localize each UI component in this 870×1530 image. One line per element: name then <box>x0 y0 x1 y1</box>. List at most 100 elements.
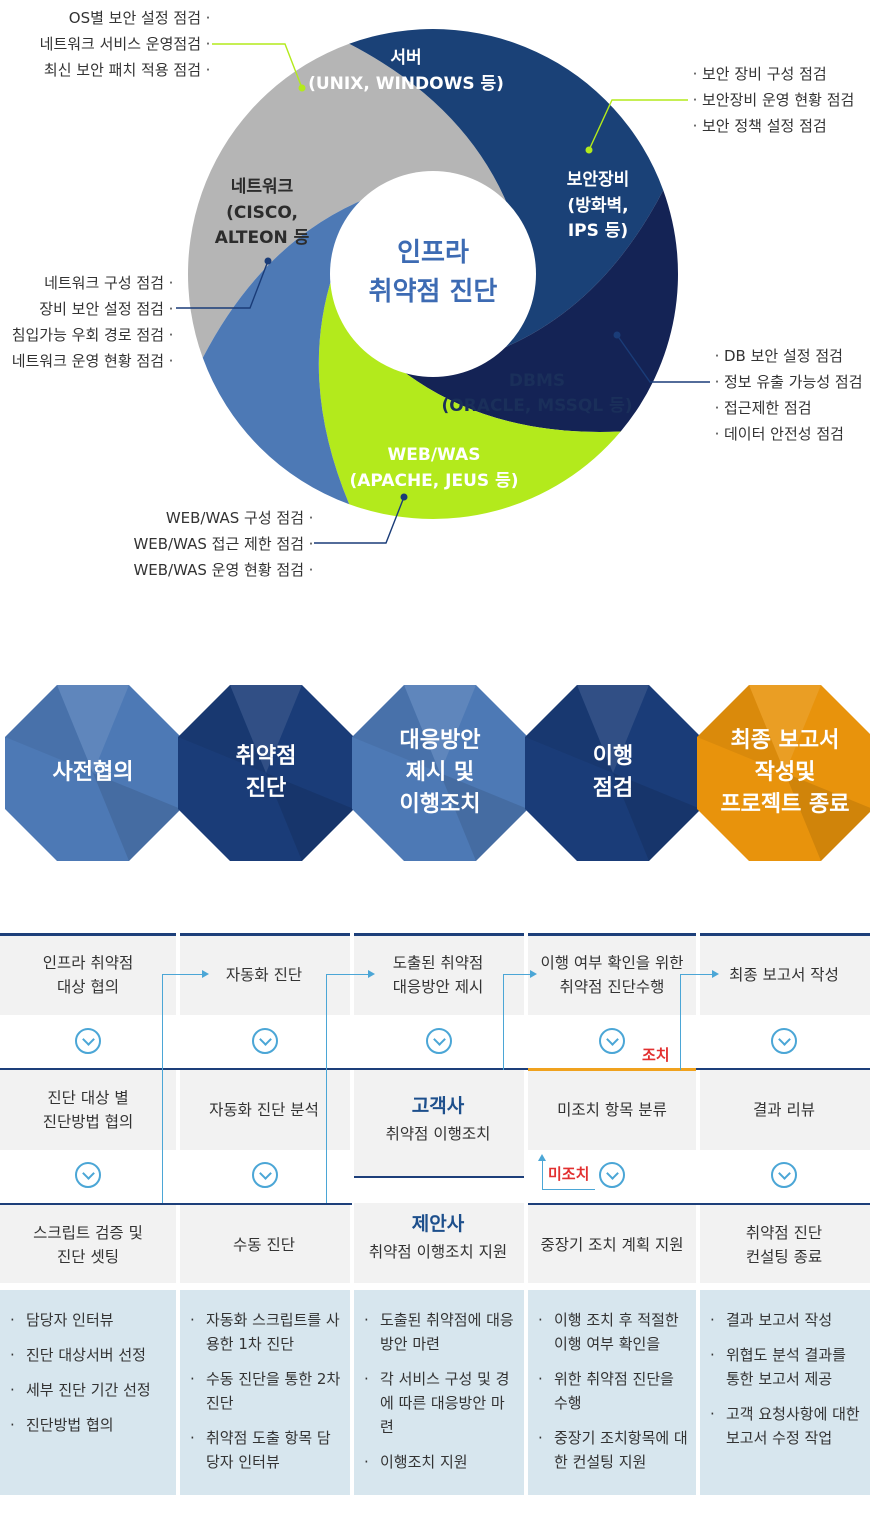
stage-label: 사전협의 <box>52 760 134 785</box>
detail-item: 이행 조치 후 적절한 이행 여부 확인을 <box>538 1308 688 1356</box>
arrow-up-icon <box>538 1154 546 1161</box>
segment-label-server: 서버 <box>390 48 421 68</box>
callout-item: · 정보 유출 가능성 점검 <box>714 373 863 391</box>
detail-item: 진단방법 협의 <box>10 1413 168 1437</box>
step-c4-r2: 미조치 항목 분류 <box>557 1101 667 1119</box>
step-c5-r2: 결과 리뷰 <box>753 1101 815 1119</box>
arrow-right-icon <box>202 970 209 978</box>
detail-item: 결과 보고서 작성 <box>710 1308 862 1332</box>
detail-box-c1: 담당자 인터뷰진단 대상서버 선정세부 진단 기간 선정진단방법 협의 <box>0 1290 176 1495</box>
donut-segment-dbms <box>318 274 621 519</box>
callout-security: · 보안 장비 구성 점검 · 보안장비 운영 현황 점검 · 보안 정책 설정 점검 <box>688 61 855 139</box>
chevron-down-icon <box>252 1028 278 1054</box>
connector-server <box>212 43 303 89</box>
callout-item: · 보안 정책 설정 점검 <box>692 117 827 135</box>
step-c5-r1: 최종 보고서 작성 <box>729 966 839 984</box>
connector-web <box>314 496 405 544</box>
no-action-label: 미조치 <box>548 1165 590 1183</box>
callout-item: · 접근제한 점검 <box>714 399 812 417</box>
detail-box-c5: 결과 보고서 작성위협도 분석 결과를 통한 보고서 제공고객 요청사항에 대한… <box>700 1290 870 1495</box>
callout-item: WEB/WAS 접근 제한 점검 · <box>133 535 314 553</box>
chevron-down-icon <box>599 1028 625 1054</box>
segment-label-web-sub: (APACHE, JEUS 등) <box>350 471 519 491</box>
stage-3: 대응방안 제시 및 이행조치 <box>352 685 528 861</box>
step-c1-r2: 진단 대상 별 진단방법 협의 <box>42 1089 134 1131</box>
callout-item: 최신 보안 패치 적용 점검 · <box>43 61 211 79</box>
segment-label-server-sub: (UNIX, WINDOWS 등) <box>308 74 504 94</box>
detail-item: 위한 취약점 진단을 수행 <box>538 1367 688 1415</box>
chevron-down-icon <box>75 1162 101 1188</box>
chevron-down-icon <box>75 1028 101 1054</box>
donut-center-line1: 인프라 <box>397 238 469 268</box>
detail-item: 자동화 스크립트를 사용한 1차 진단 <box>190 1308 342 1356</box>
step-c2-r2: 자동화 진단 분석 <box>209 1101 319 1119</box>
segment-label-security: 보안장비 <box>567 170 630 190</box>
segment-label-web: WEB/WAS <box>388 445 481 465</box>
segment-label-network-sub2: ALTEON 등 <box>215 228 310 248</box>
step-c5-r3: 취약점 진단 컨설팅 종료 <box>745 1224 823 1266</box>
proposer-subtitle: 취약점 이행조치 지원 <box>368 1242 508 1261</box>
detail-box-c3: 도출된 취약점에 대응방안 마련각 서비스 구성 및 경에 따른 대응방안 마련… <box>354 1290 524 1495</box>
segment-label-security-sub2: IPS 등) <box>568 221 628 241</box>
arrow-right-icon <box>712 970 719 978</box>
client-title: 고객사 <box>411 1095 465 1117</box>
detail-box-c2: 자동화 스크립트를 사용한 1차 진단수동 진단을 통한 2차 진단취약점 도출… <box>180 1290 350 1495</box>
callout-item: OS별 보안 설정 점검 · <box>68 9 211 27</box>
donut-segment-network <box>188 43 510 358</box>
step-c2-r1: 자동화 진단 <box>225 966 303 984</box>
detail-item: 세부 진단 기간 선정 <box>10 1378 168 1402</box>
detail-item: 고객 요청사항에 대한 보고서 수정 작업 <box>710 1402 862 1450</box>
callout-server: OS별 보안 설정 점검 · 네트워크 서비스 운영점검 · 최신 보안 패치 적용… <box>40 5 215 83</box>
detail-item: 도출된 취약점에 대응방안 마련 <box>364 1308 516 1356</box>
callout-item: 네트워크 서비스 운영점검 · <box>39 35 211 53</box>
callout-item: 침입가능 우회 경로 점검 · <box>11 326 174 344</box>
step-c1-r1: 인프라 취약점 대상 협의 <box>42 954 134 996</box>
arrow-right-icon <box>530 970 537 978</box>
stage-2: 취약점 진단 <box>178 685 354 861</box>
step-c4-r3: 중장기 조치 계획 지원 <box>540 1236 684 1254</box>
connector-security <box>588 99 688 151</box>
detail-item: 담당자 인터뷰 <box>10 1308 168 1332</box>
segment-label-network-sub1: (CISCO, <box>226 203 298 223</box>
infra-donut-chart: 인프라 취약점 진단 서버 (UNIX, WINDOWS 등) 보안장비 (방화… <box>176 29 710 544</box>
client-box: 고객사 취약점 이행조치 <box>352 1080 524 1160</box>
callout-item: WEB/WAS 운영 현황 점검 · <box>133 561 314 579</box>
connector-dbms <box>616 334 710 383</box>
connector-network <box>176 260 269 309</box>
arrow-right-icon <box>368 970 375 978</box>
stage-label: 취약점 진단 <box>235 744 297 801</box>
chevron-down-icon <box>252 1162 278 1188</box>
chevron-down-icon <box>599 1162 625 1188</box>
donut-center-hole <box>330 171 536 377</box>
chevron-down-icon <box>771 1028 797 1054</box>
detail-item: 수동 진단을 통한 2차 진단 <box>190 1367 342 1415</box>
donut-segment-security <box>398 190 678 432</box>
callout-item: 네트워크 운영 현황 점검 · <box>11 352 174 370</box>
segment-label-dbms-sub: (ORACLE, MSSQL 등) <box>441 396 632 416</box>
segment-label-security-sub1: (방화벽, <box>567 196 628 216</box>
callout-item: WEB/WAS 구성 점검 · <box>165 509 314 527</box>
step-c2-r3: 수동 진단 <box>233 1236 295 1254</box>
donut-segment-web <box>202 197 369 505</box>
donut-center-line2: 취약점 진단 <box>369 277 498 307</box>
step-c1-r3: 스크립트 검증 및 진단 셋팅 <box>33 1224 143 1266</box>
donut-segment-server <box>349 29 664 351</box>
detail-item: 취약점 도출 항목 담당자 인터뷰 <box>190 1426 342 1474</box>
detail-item: 중장기 조치항목에 대한 컨설팅 지원 <box>538 1426 688 1474</box>
stage-4: 이행 점검 <box>525 685 701 861</box>
detail-item: 진단 대상서버 선정 <box>10 1343 168 1367</box>
detail-item: 각 서비스 구성 및 경에 따른 대응방안 마련 <box>364 1367 516 1439</box>
stage-label: 최종 보고서 작성및 프로젝트 종료 <box>720 728 850 817</box>
client-subtitle: 취약점 이행조치 <box>385 1125 491 1143</box>
stage-label: 대응방안 제시 및 이행조치 <box>399 728 481 817</box>
proposer-title: 제안사 <box>411 1212 465 1235</box>
stage-5: 최종 보고서 작성및 프로젝트 종료 <box>697 685 870 861</box>
callout-item: 네트워크 구성 점검 · <box>44 274 174 292</box>
callout-item: · DB 보안 설정 점검 <box>714 347 843 365</box>
detail-item: 위협도 분석 결과를 통한 보고서 제공 <box>710 1343 862 1391</box>
callout-item: · 보안장비 운영 현황 점검 <box>692 91 855 109</box>
proposer-box: 제안사 취약점 이행조치 지원 <box>352 1190 524 1285</box>
stage-1: 사전협의 <box>5 685 181 861</box>
chevron-down-icon <box>426 1028 452 1054</box>
callout-item: 장비 보안 설정 점검 · <box>39 300 174 318</box>
